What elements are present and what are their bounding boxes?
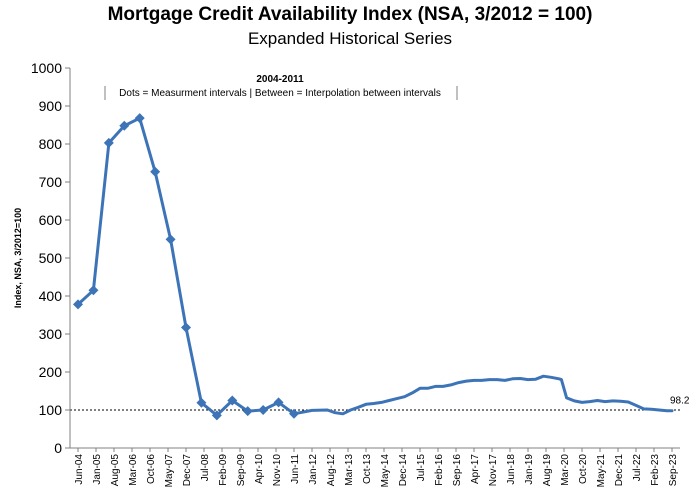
data-point-marker — [181, 322, 191, 333]
data-point-marker — [211, 410, 222, 421]
y-tick-label: 400 — [39, 288, 63, 304]
x-tick-label: Jan-05 — [92, 454, 103, 485]
y-tick-label: 300 — [39, 326, 63, 342]
x-tick-label: Apr-17 — [470, 454, 481, 484]
series-line — [76, 116, 674, 417]
y-axis-label: Index, NSA, 3/2012=100 — [13, 208, 23, 308]
x-tick-label: May-14 — [380, 454, 391, 488]
data-point-marker — [196, 397, 207, 408]
x-tick-label: Oct-20 — [578, 454, 589, 484]
y-tick-label: 200 — [39, 364, 63, 380]
chart-title: Mortgage Credit Availability Index (NSA,… — [107, 4, 593, 25]
x-tick-label: Aug-05 — [110, 454, 121, 487]
x-tick-label: Mar-20 — [560, 454, 571, 486]
chart-subtitle: Expanded Historical Series — [247, 29, 453, 48]
y-tick-label: 1000 — [31, 60, 62, 76]
data-point-marker — [242, 406, 253, 417]
x-tick-label: Aug-19 — [542, 454, 553, 487]
x-tick-label: Mar-06 — [128, 454, 139, 486]
data-point-marker — [134, 113, 145, 124]
y-tick-label: 800 — [39, 136, 63, 152]
y-tick-label: 900 — [39, 98, 63, 114]
data-point-marker — [150, 166, 161, 177]
x-tick-label: Jul-22 — [632, 454, 643, 482]
x-tick-label: Feb-23 — [650, 454, 661, 486]
x-tick-label: Oct-06 — [146, 454, 157, 484]
x-tick-label: Jan-12 — [308, 454, 319, 485]
x-tick-label: Dec-21 — [614, 454, 625, 487]
data-point-marker — [165, 234, 176, 245]
data-point-marker — [73, 299, 83, 310]
x-tick-label: Apr-10 — [254, 454, 265, 484]
x-tick-label: Jul-08 — [200, 454, 211, 482]
y-tick-label: 700 — [39, 174, 63, 190]
x-tick-label: Dec-14 — [398, 454, 409, 487]
y-tick-label: 0 — [54, 440, 62, 456]
y-tick-label: 600 — [39, 212, 63, 228]
x-tick-label: Mar-13 — [344, 454, 355, 486]
data-point-marker — [227, 395, 238, 406]
x-tick-label: Jun-11 — [290, 454, 301, 484]
x-tick-label: Jun-04 — [74, 454, 85, 485]
x-tick-label: Nov-17 — [488, 454, 499, 487]
x-tick-label: Oct-13 — [362, 454, 373, 484]
x-tick-label: May-07 — [164, 454, 175, 488]
x-tick-label: Sep-09 — [236, 454, 247, 487]
x-tick-label: May-21 — [596, 454, 607, 488]
x-tick-label: Aug-12 — [326, 454, 337, 487]
annotation-text: Dots = Measurment intervals | Between = … — [119, 88, 441, 99]
x-tick-label: Sep-23 — [668, 454, 679, 487]
data-point-marker — [119, 120, 130, 131]
end-value-label: 98.2 — [670, 396, 690, 407]
annotation-title: 2004-2011 — [256, 74, 304, 85]
data-point-marker — [289, 408, 299, 419]
data-point-marker — [103, 137, 114, 148]
x-tick-label: Jun-18 — [506, 454, 517, 485]
x-tick-label: Jul-15 — [416, 454, 427, 482]
y-tick-label: 500 — [39, 250, 63, 266]
x-tick-label: Sep-16 — [452, 454, 463, 487]
x-tick-label: Feb-09 — [218, 454, 229, 486]
data-point-marker — [258, 405, 269, 415]
data-point-marker — [88, 285, 99, 296]
x-tick-label: Dec-07 — [182, 454, 193, 487]
y-tick-label: 100 — [39, 402, 63, 418]
x-tick-label: Feb-16 — [434, 454, 445, 486]
x-tick-label: Jan-19 — [524, 454, 535, 485]
data-point-marker — [273, 397, 284, 408]
x-tick-label: Nov-10 — [272, 454, 283, 487]
